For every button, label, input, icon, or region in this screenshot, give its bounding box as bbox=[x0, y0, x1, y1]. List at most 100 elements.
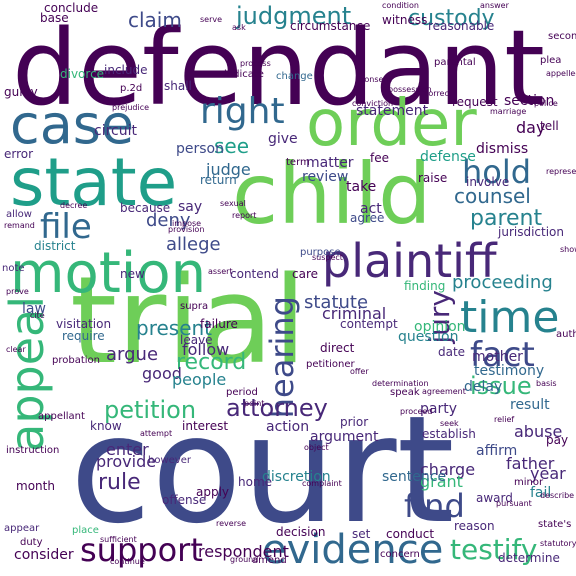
word-marriage: marriage bbox=[490, 107, 527, 116]
word-relief: relief bbox=[494, 415, 515, 424]
word-see: see bbox=[214, 134, 250, 158]
word-shall: shall bbox=[164, 79, 192, 93]
word-set: set bbox=[352, 527, 371, 541]
word-supra: supra bbox=[180, 301, 209, 312]
word-section: section bbox=[504, 93, 555, 109]
word-point: point bbox=[244, 399, 265, 408]
word-second: second bbox=[548, 31, 576, 42]
word-action: action bbox=[266, 419, 310, 435]
word-sexual: sexual bbox=[220, 199, 246, 208]
word-possession: possession bbox=[388, 85, 432, 94]
word-discretion: discretion bbox=[262, 469, 331, 485]
word-leave: leave bbox=[180, 333, 213, 347]
word-consent: consent bbox=[360, 75, 392, 84]
word-charge: charge bbox=[420, 460, 476, 479]
word-tell: tell bbox=[540, 119, 559, 133]
word-judgment: judgment bbox=[236, 2, 352, 30]
word-circumstance: circumstance bbox=[290, 19, 371, 33]
word-duty: duty bbox=[20, 537, 43, 548]
word-conduct: conduct bbox=[386, 527, 435, 541]
word-appellant: appellant bbox=[38, 411, 85, 422]
word-court: court bbox=[70, 384, 455, 556]
word-argument: argument bbox=[310, 429, 379, 445]
word-prejudice: prejudice bbox=[112, 103, 150, 112]
word-month: month bbox=[16, 479, 55, 493]
word-petitioner: petitioner bbox=[306, 359, 355, 370]
word-petition: petition bbox=[104, 396, 197, 424]
word-failure: failure bbox=[200, 317, 238, 331]
word-plea: plea bbox=[540, 55, 562, 66]
word-request: request bbox=[452, 95, 498, 109]
word-witness: witness bbox=[382, 13, 428, 27]
word-probation: probation bbox=[52, 355, 100, 366]
word-care: care bbox=[292, 267, 319, 281]
word-state: state bbox=[10, 144, 178, 221]
word-represent: represent bbox=[546, 167, 576, 176]
word-defense: defense bbox=[420, 149, 476, 165]
word-however: however bbox=[148, 455, 191, 466]
word-circuit: circuit bbox=[94, 123, 137, 139]
word-give: give bbox=[268, 131, 298, 147]
word-review: review bbox=[302, 169, 349, 185]
word-reverse: reverse bbox=[216, 519, 247, 528]
word-opinion: opinion bbox=[414, 319, 466, 335]
word-offense: offense bbox=[162, 493, 207, 507]
word-allow: allow bbox=[6, 209, 32, 220]
word-allege: allege bbox=[166, 234, 221, 255]
word-agreement: agreement bbox=[422, 387, 466, 396]
word-appear: appear bbox=[4, 523, 40, 534]
word-attempt: attempt bbox=[140, 429, 173, 438]
word-statute: statute bbox=[304, 292, 369, 313]
word-minor: minor bbox=[514, 477, 544, 488]
word-respondent: respondent bbox=[198, 542, 289, 561]
word-matter: matter bbox=[306, 155, 354, 171]
word-include: include bbox=[104, 63, 148, 77]
word-enter: enter bbox=[106, 440, 149, 459]
word-indicate: indicate bbox=[224, 69, 264, 80]
word-support: support bbox=[80, 531, 203, 569]
word-appellee: appellee bbox=[546, 69, 576, 78]
word-ask: ask bbox=[232, 23, 246, 32]
word-pursuant: pursuant bbox=[496, 499, 532, 508]
word-pay: pay bbox=[546, 433, 569, 447]
word-guilty: guilty bbox=[4, 85, 38, 99]
word-take: take bbox=[346, 179, 377, 195]
word-impose: impose bbox=[172, 219, 202, 228]
word-contempt: contempt bbox=[340, 317, 398, 331]
word-order: order bbox=[306, 87, 477, 161]
word-consider: consider bbox=[14, 547, 74, 563]
word-conviction: conviction bbox=[352, 99, 394, 108]
word-sentence: sentence bbox=[382, 469, 447, 485]
word-find: find bbox=[404, 487, 465, 525]
word-direct: direct bbox=[320, 341, 355, 355]
word-statutory: statutory bbox=[540, 539, 576, 548]
word-right: right bbox=[200, 91, 285, 132]
word-date: date bbox=[438, 345, 466, 359]
word-reason: reason bbox=[454, 519, 495, 533]
word-hold: hold bbox=[462, 153, 532, 191]
word-correct: correct bbox=[424, 89, 453, 98]
word-object: object bbox=[304, 443, 329, 452]
word-people: people bbox=[172, 370, 227, 389]
word-conclude: conclude bbox=[44, 1, 99, 15]
word-follow: follow bbox=[182, 340, 230, 359]
word-counsel: counsel bbox=[454, 184, 531, 208]
word-period: period bbox=[226, 387, 258, 398]
word-clear: clear bbox=[6, 345, 26, 354]
word-note: note bbox=[2, 263, 25, 274]
word-provide: provide bbox=[96, 452, 157, 471]
word-fact: fact bbox=[470, 335, 535, 375]
word-proceed: proceed bbox=[400, 407, 433, 416]
word-record: record bbox=[176, 350, 247, 375]
word-remand: remand bbox=[4, 221, 35, 230]
word-know: know bbox=[90, 419, 122, 433]
word-criminal: criminal bbox=[322, 304, 387, 323]
word-deny: deny bbox=[146, 210, 191, 231]
word-person: person bbox=[176, 141, 224, 157]
word-defendant: defendant bbox=[12, 7, 545, 129]
word-reasonable: reasonable bbox=[428, 19, 495, 33]
word-speak: speak bbox=[390, 387, 420, 398]
word-contend: contend bbox=[230, 267, 279, 281]
word-claim: claim bbox=[128, 8, 182, 32]
